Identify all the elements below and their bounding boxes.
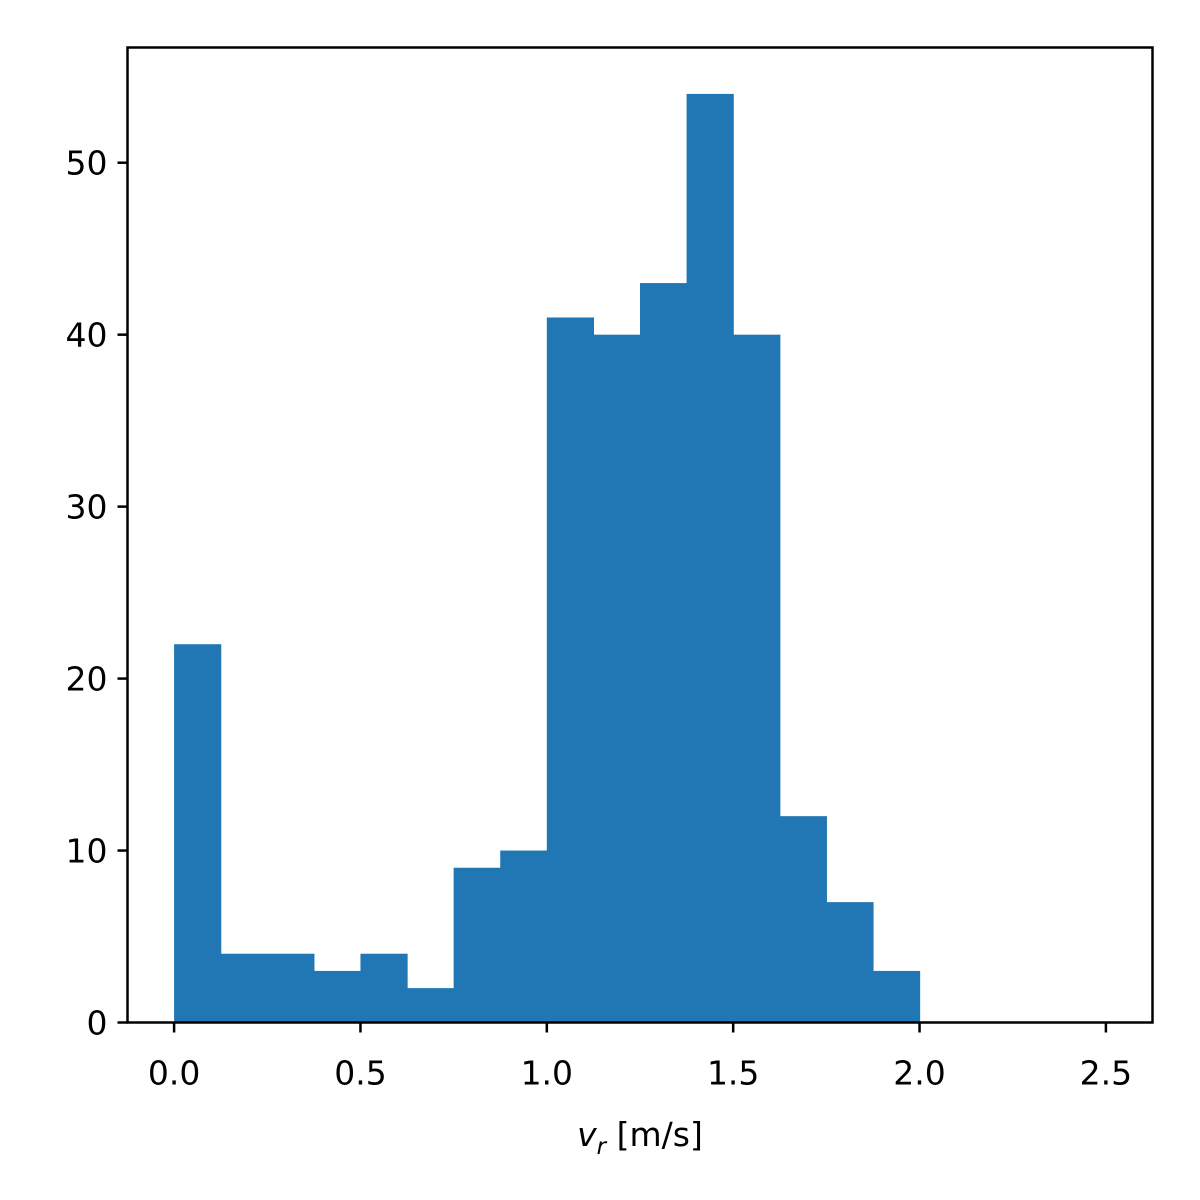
y-tick-label: 0 bbox=[87, 1004, 108, 1043]
x-axis-ticks: 0.0 0.5 1.0 1.5 2.0 2.5 bbox=[148, 1022, 1132, 1093]
histogram-bar bbox=[500, 850, 548, 1023]
y-tick-label: 10 bbox=[66, 832, 108, 871]
histogram-bar bbox=[733, 334, 781, 1023]
bars-group bbox=[174, 93, 921, 1023]
y-tick-label: 50 bbox=[66, 144, 108, 183]
histogram-bar bbox=[686, 93, 734, 1023]
y-tick-label: 20 bbox=[66, 660, 108, 699]
histogram-bar bbox=[453, 867, 501, 1023]
y-axis-ticks: 0 10 20 30 40 50 bbox=[66, 144, 128, 1043]
x-tick-label: 1.0 bbox=[521, 1054, 573, 1093]
x-axis-label-subscript: r bbox=[597, 1134, 608, 1160]
x-axis-label-symbol: v bbox=[577, 1115, 597, 1154]
histogram-bar bbox=[220, 953, 268, 1023]
histogram-bar bbox=[174, 644, 222, 1023]
x-axis-label: vr [m/s] bbox=[577, 1115, 703, 1160]
histogram-bar bbox=[360, 953, 408, 1023]
x-tick-label: 1.5 bbox=[707, 1054, 759, 1093]
x-tick-label: 2.0 bbox=[893, 1054, 945, 1093]
x-tick-label: 0.0 bbox=[148, 1054, 200, 1093]
x-tick-label: 2.5 bbox=[1080, 1054, 1132, 1093]
y-tick-label: 40 bbox=[66, 316, 108, 355]
histogram-bar bbox=[267, 953, 315, 1023]
x-axis-label-unit: [m/s] bbox=[606, 1115, 703, 1154]
histogram-bar bbox=[593, 334, 641, 1023]
histogram-bar bbox=[779, 816, 827, 1023]
x-tick-label: 0.5 bbox=[334, 1054, 386, 1093]
histogram-bar bbox=[640, 283, 688, 1023]
histogram-bar bbox=[826, 902, 874, 1023]
y-tick-label: 30 bbox=[66, 488, 108, 527]
histogram-bar bbox=[407, 988, 455, 1023]
plot-frame bbox=[126, 46, 1154, 1024]
histogram-bar bbox=[546, 317, 595, 1023]
histogram-bar bbox=[313, 970, 362, 1023]
histogram-bar bbox=[872, 970, 921, 1023]
